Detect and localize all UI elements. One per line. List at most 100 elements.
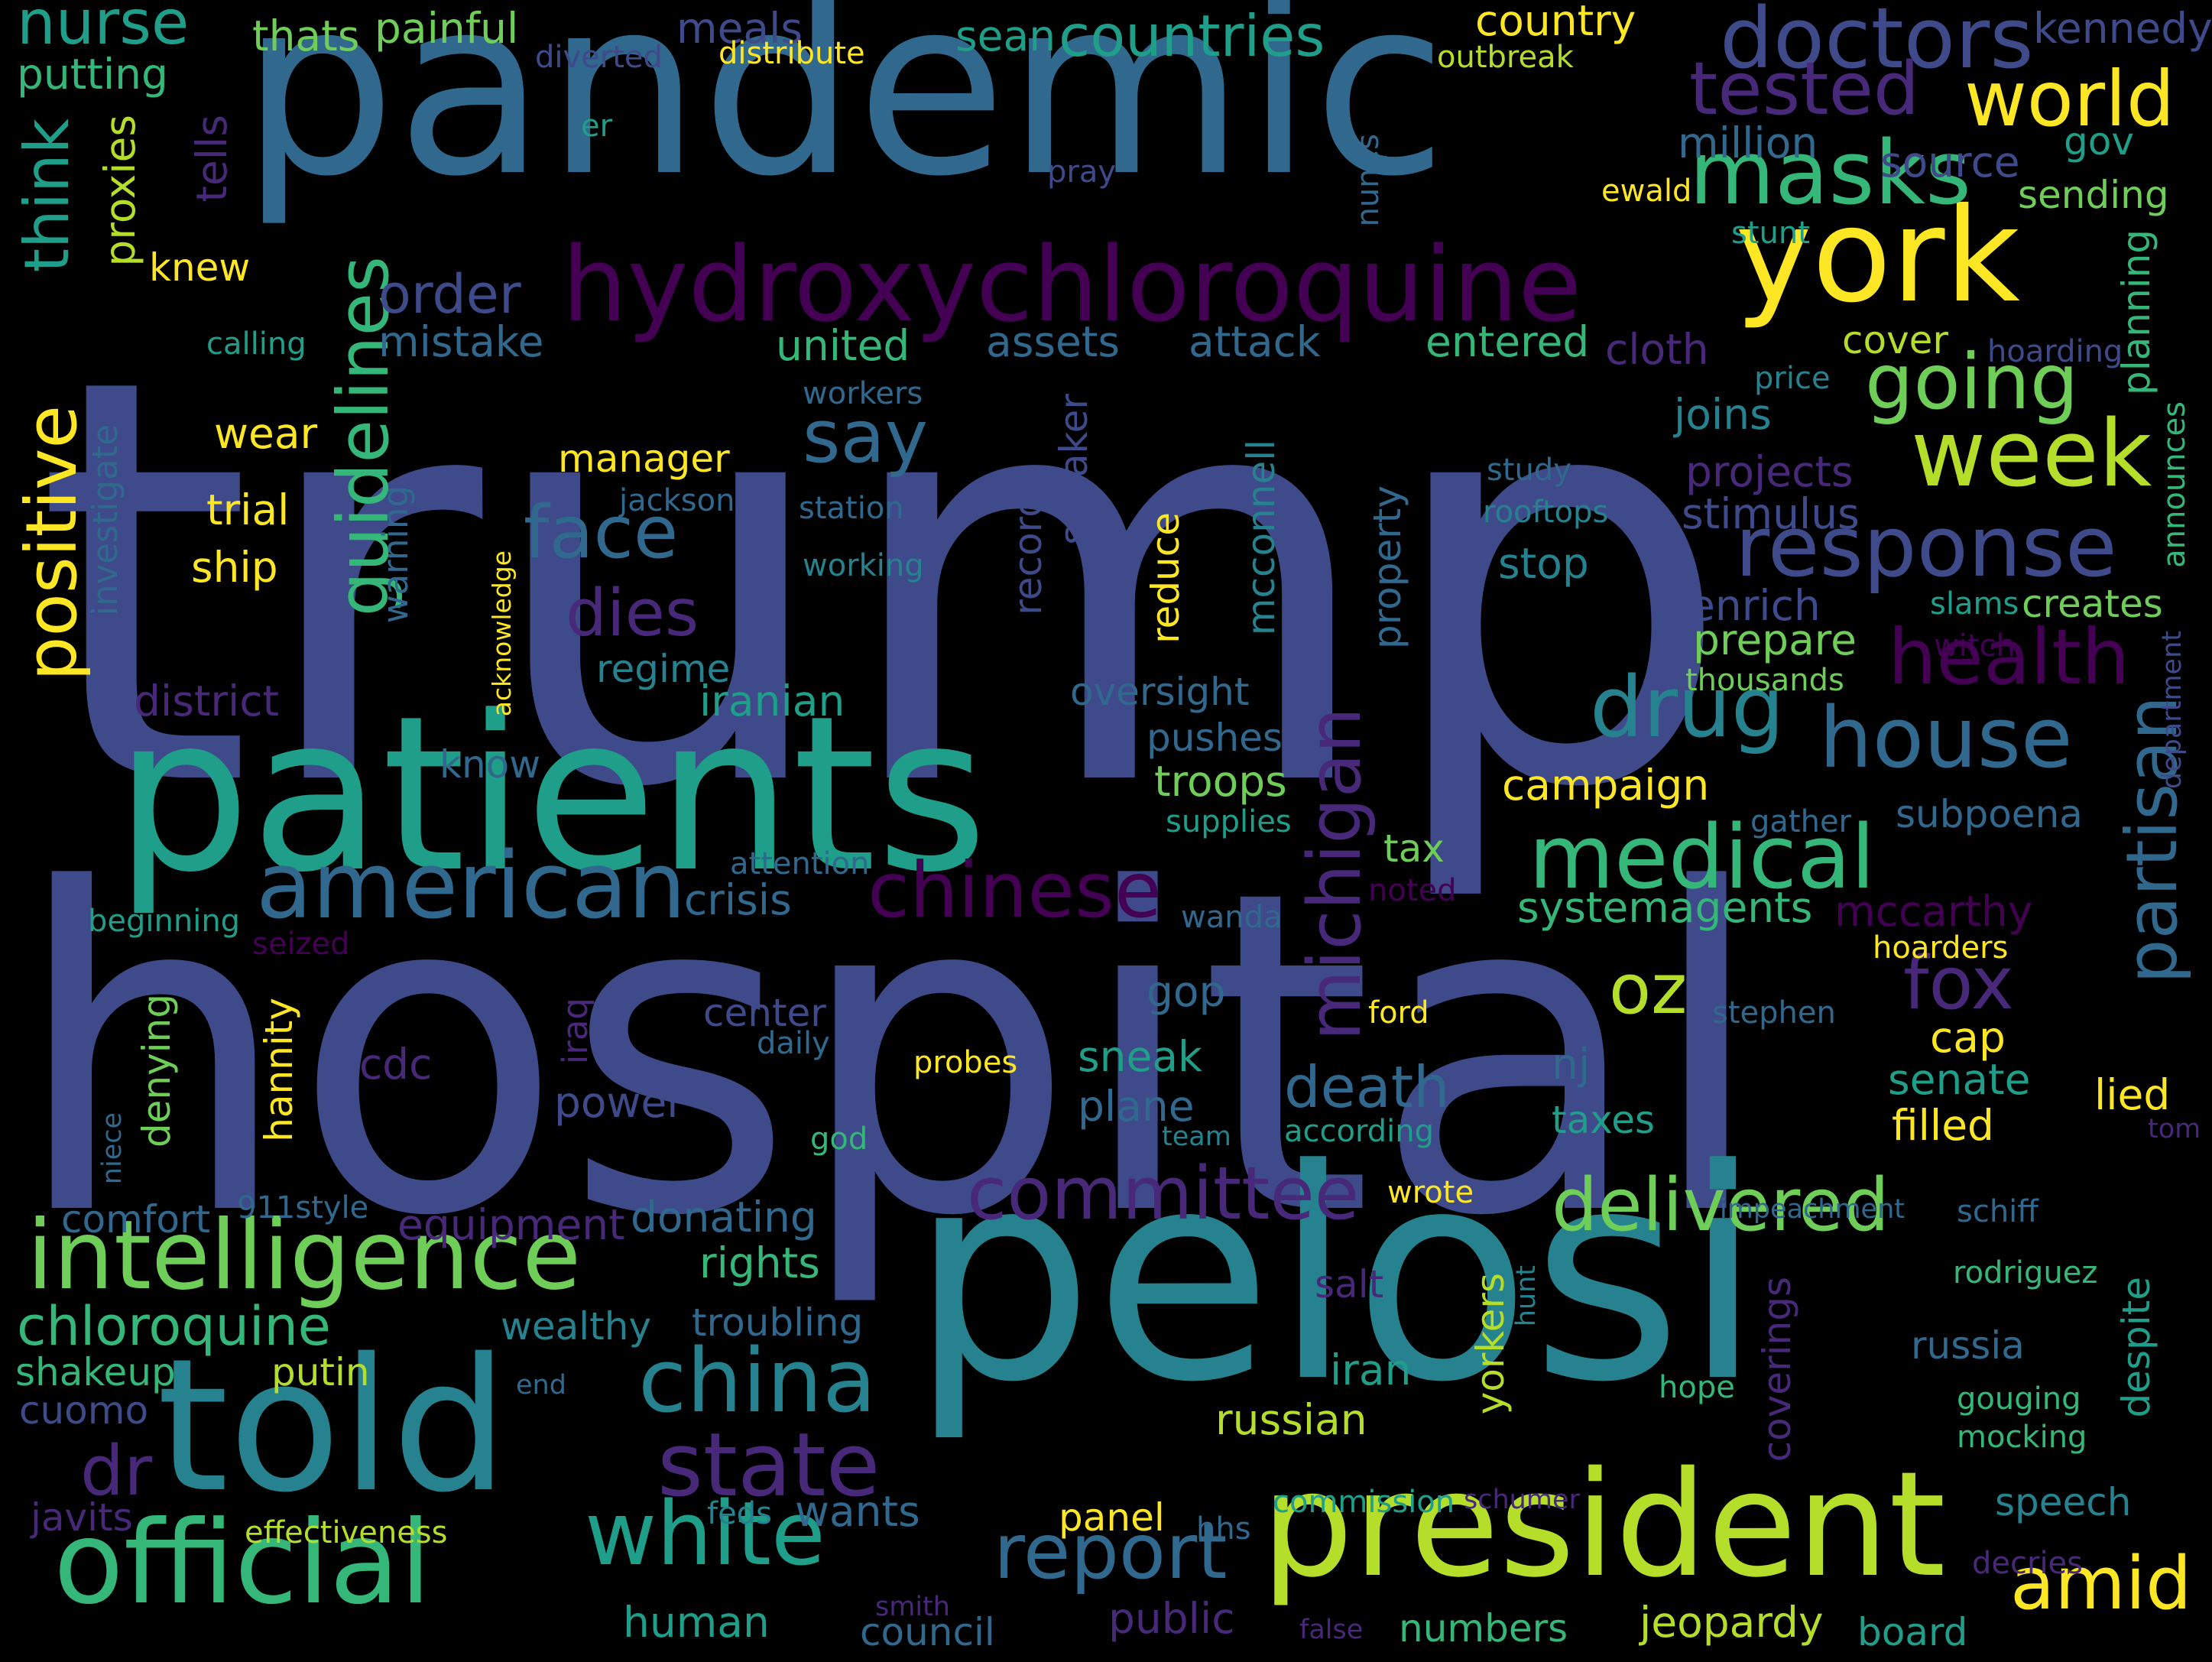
word-going: going [1865, 337, 2079, 427]
word-cap: cap [1930, 1013, 2006, 1062]
word-speaker: speaker [1052, 394, 1096, 545]
word-oz: oz [1609, 949, 1688, 1030]
word-human: human [623, 1598, 770, 1647]
word-pandemic: pandemic [241, 0, 1448, 230]
word-probes: probes [913, 1045, 1018, 1080]
word-michigan: michigan [1293, 707, 1377, 1041]
word-god: god [810, 1122, 868, 1157]
word-jackson: jackson [619, 483, 735, 518]
word-salt: salt [1315, 1262, 1384, 1307]
word-numbers: numbers [1399, 1606, 1568, 1651]
word-hoarding: hoarding [1987, 334, 2123, 369]
word-donating: donating [631, 1193, 817, 1242]
word-attack: attack [1189, 317, 1321, 366]
word-wants: wants [795, 1487, 920, 1536]
word-gov: gov [2064, 119, 2134, 164]
word-tells: tells [187, 115, 236, 203]
word-thousands: thousands [1685, 663, 1844, 698]
word-cover: cover [1842, 318, 1948, 362]
word-equipment: equipment [397, 1200, 625, 1249]
word-false: false [1299, 1615, 1364, 1645]
word-hydroxychloroquine: hydroxychloroquine [562, 225, 1582, 345]
word-filled: filled [1892, 1101, 1994, 1150]
word-report: report [994, 1507, 1228, 1596]
word-death: death [1284, 1053, 1450, 1121]
word-knew: knew [149, 245, 251, 290]
word-feds: feds [707, 1496, 772, 1531]
word-regime: regime [596, 647, 731, 691]
word-rodriguez: rodriguez [1953, 1255, 2098, 1290]
word-investigate: investigate [85, 424, 125, 616]
word-supplies: supplies [1166, 804, 1292, 839]
word-official: official [54, 1497, 432, 1630]
word-hoarders: hoarders [1873, 930, 2009, 966]
word-rights: rights [699, 1238, 820, 1287]
word-china: china [638, 1330, 877, 1433]
word-countries: countries [1059, 2, 1325, 70]
word-thats: thats [252, 11, 360, 60]
word-putting: putting [17, 50, 168, 99]
word-wear: wear [214, 409, 318, 458]
word-kennedy: kennedy [2033, 4, 2212, 53]
word-troops: troops [1154, 757, 1287, 806]
word-cuomo: cuomo [19, 1388, 149, 1433]
word-york: york [1735, 180, 2020, 332]
word-joins: joins [1674, 390, 1772, 439]
word-wealthy: wealthy [501, 1304, 652, 1349]
word-niece: niece [97, 1112, 128, 1185]
word-week: week [1911, 401, 2152, 508]
word-know: know [439, 742, 541, 787]
word-hannity: hannity [257, 998, 301, 1142]
word-hope: hope [1659, 1370, 1735, 1405]
word-united: united [776, 321, 910, 370]
word-trial: trial [206, 485, 290, 534]
word-slams: slams [1930, 586, 2019, 622]
word-outbreak: outbreak [1437, 40, 1574, 75]
word-diverted: diverted [535, 40, 663, 75]
word-assets: assets [986, 317, 1121, 366]
word-campaign: campaign [1502, 761, 1710, 810]
word-iraq: iraq [555, 998, 595, 1065]
word-gop: gop [1147, 967, 1226, 1016]
word-say: say [803, 395, 928, 479]
word-sean: sean [955, 11, 1056, 60]
word-panel: panel [1059, 1495, 1165, 1540]
word-ewald: ewald [1601, 174, 1692, 209]
word-order: order [378, 263, 521, 326]
word-er: er [581, 109, 613, 144]
word-russia: russia [1911, 1323, 2025, 1368]
word-working: working [803, 548, 924, 583]
word-chloroquine: chloroquine [17, 1295, 331, 1358]
word-plane: plane [1078, 1082, 1195, 1131]
word-schumer: schumer [1464, 1485, 1580, 1515]
word-price: price [1754, 361, 1831, 396]
word-shakeup: shakeup [15, 1350, 176, 1394]
word-center: center [703, 991, 826, 1035]
word-systemagents: systemagents [1517, 883, 1813, 932]
word-mcconnell: mcconnell [1239, 440, 1283, 636]
word-property: property [1365, 485, 1409, 650]
word-iranian: iranian [699, 677, 845, 726]
word-denying: denying [135, 994, 179, 1148]
word-cdc: cdc [359, 1040, 433, 1089]
word-iran: iran [1330, 1346, 1412, 1394]
word-troubling: troubling [692, 1300, 864, 1345]
word-nurse: nurse [17, 0, 190, 58]
word-told: told [157, 1319, 508, 1533]
word-smith: smith [875, 1592, 950, 1622]
word-jeopardy: jeopardy [1640, 1598, 1824, 1647]
word-sneak: sneak [1078, 1032, 1202, 1081]
word-think: think [11, 118, 83, 273]
word-health: health [1888, 612, 2130, 702]
word-workers: workers [803, 376, 923, 411]
word-yorkers: yorkers [1468, 1273, 1513, 1415]
word-hunt: hunt [1511, 1265, 1542, 1327]
word-pushes: pushes [1147, 716, 1283, 760]
word-drug: drug [1590, 658, 1785, 756]
word-study: study [1487, 453, 1571, 488]
word-country: country [1475, 0, 1636, 45]
word-meals: meals [676, 4, 803, 53]
word-projects: projects [1685, 447, 1854, 496]
word-calling: calling [206, 326, 307, 362]
word-tested: tested [1689, 47, 1920, 131]
